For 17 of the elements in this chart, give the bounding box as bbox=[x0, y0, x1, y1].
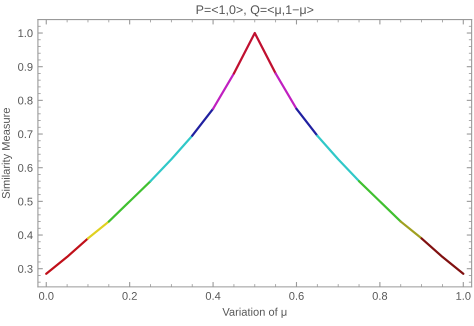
y-tick-label: 1.0 bbox=[18, 29, 33, 38]
y-tick-label: 0.6 bbox=[18, 164, 33, 172]
y-tick-label: 0.3 bbox=[18, 264, 33, 273]
x-tick-label: 0.4 bbox=[206, 292, 220, 300]
x-tick-label: 0.6 bbox=[289, 292, 304, 300]
y-tick-label: 0.8 bbox=[18, 96, 33, 104]
y-tick-label: 0.7 bbox=[18, 130, 32, 138]
x-tick-label: 1.0 bbox=[456, 292, 471, 300]
x-tick-label: 0.2 bbox=[122, 292, 137, 300]
y-tick-label: 0.9 bbox=[18, 62, 33, 71]
x-tick-label: 0.8 bbox=[372, 292, 388, 300]
chart-title: P=<1,0>, Q=<μ,1−μ> bbox=[196, 5, 314, 16]
y-tick-label: 0.4 bbox=[18, 231, 33, 240]
x-tick-label: 0.0 bbox=[38, 292, 54, 300]
x-axis-title: Variation of μ bbox=[222, 308, 286, 318]
y-tick-label: 0.5 bbox=[18, 198, 33, 206]
y-axis-title: Similarity Measure bbox=[2, 108, 12, 198]
